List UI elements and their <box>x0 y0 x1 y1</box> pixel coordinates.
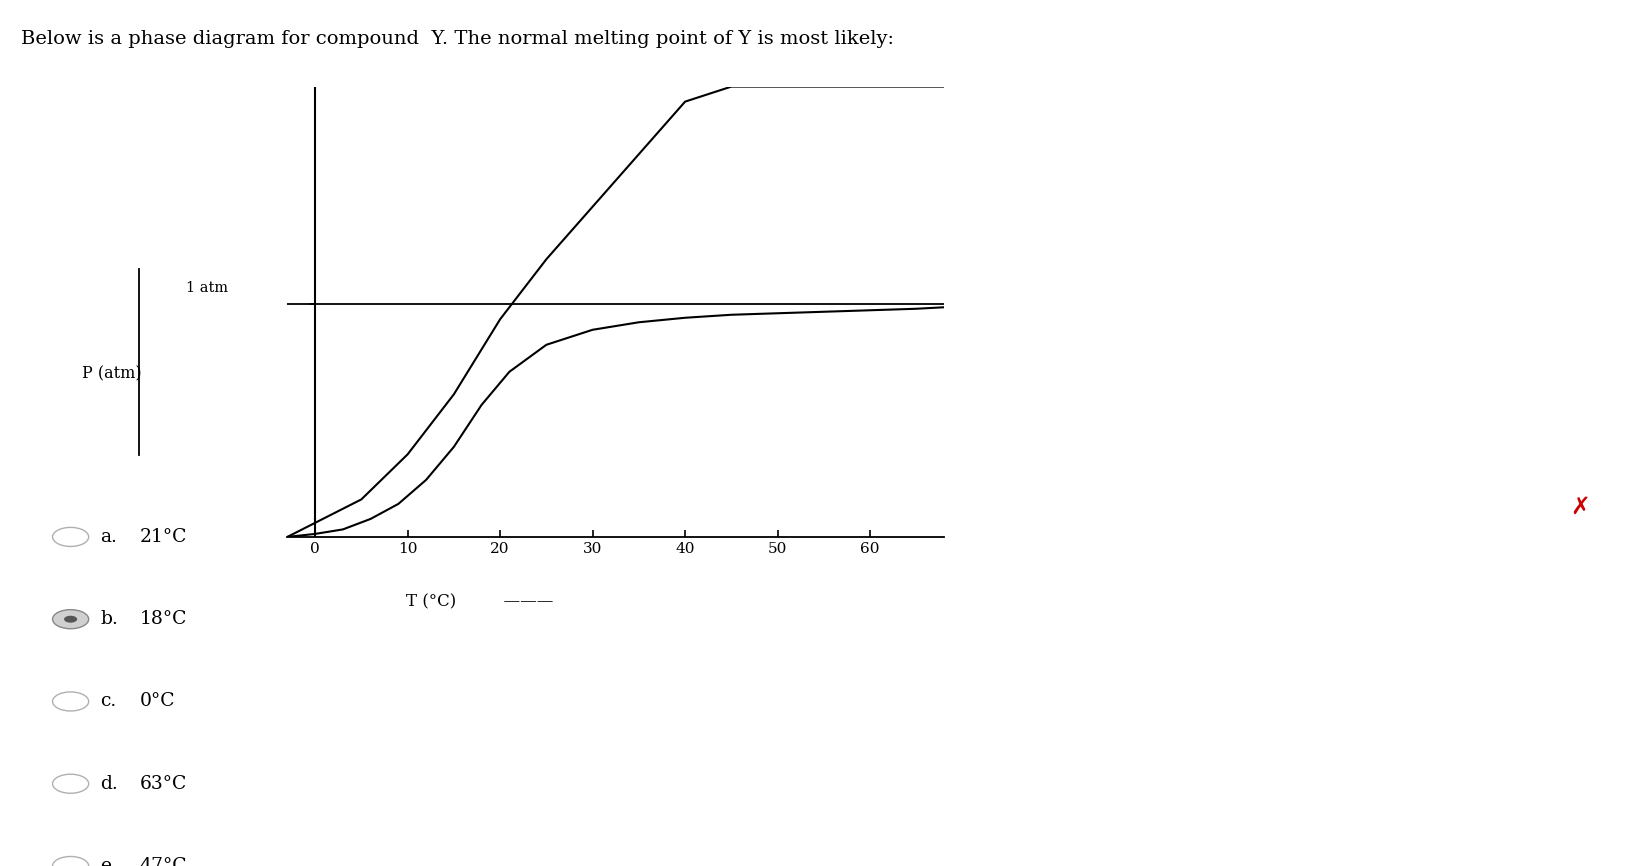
Text: Below is a phase diagram for compound  Y. The normal melting point of Y is most : Below is a phase diagram for compound Y.… <box>21 30 895 48</box>
Text: 21°C: 21°C <box>140 528 187 546</box>
Text: 63°C: 63°C <box>140 775 187 792</box>
Text: ✗: ✗ <box>1570 494 1589 519</box>
Text: ———: ——— <box>493 593 553 611</box>
Text: 0°C: 0°C <box>140 693 176 710</box>
Text: b.: b. <box>100 611 118 628</box>
Text: 47°C: 47°C <box>140 857 187 866</box>
Text: T (°C): T (°C) <box>406 593 456 611</box>
Text: 1 atm: 1 atm <box>186 281 228 295</box>
Text: 18°C: 18°C <box>140 611 187 628</box>
Text: e.: e. <box>100 857 117 866</box>
Text: c.: c. <box>100 693 117 710</box>
Text: a.: a. <box>100 528 117 546</box>
Text: d.: d. <box>100 775 118 792</box>
Text: P (atm): P (atm) <box>82 365 141 383</box>
